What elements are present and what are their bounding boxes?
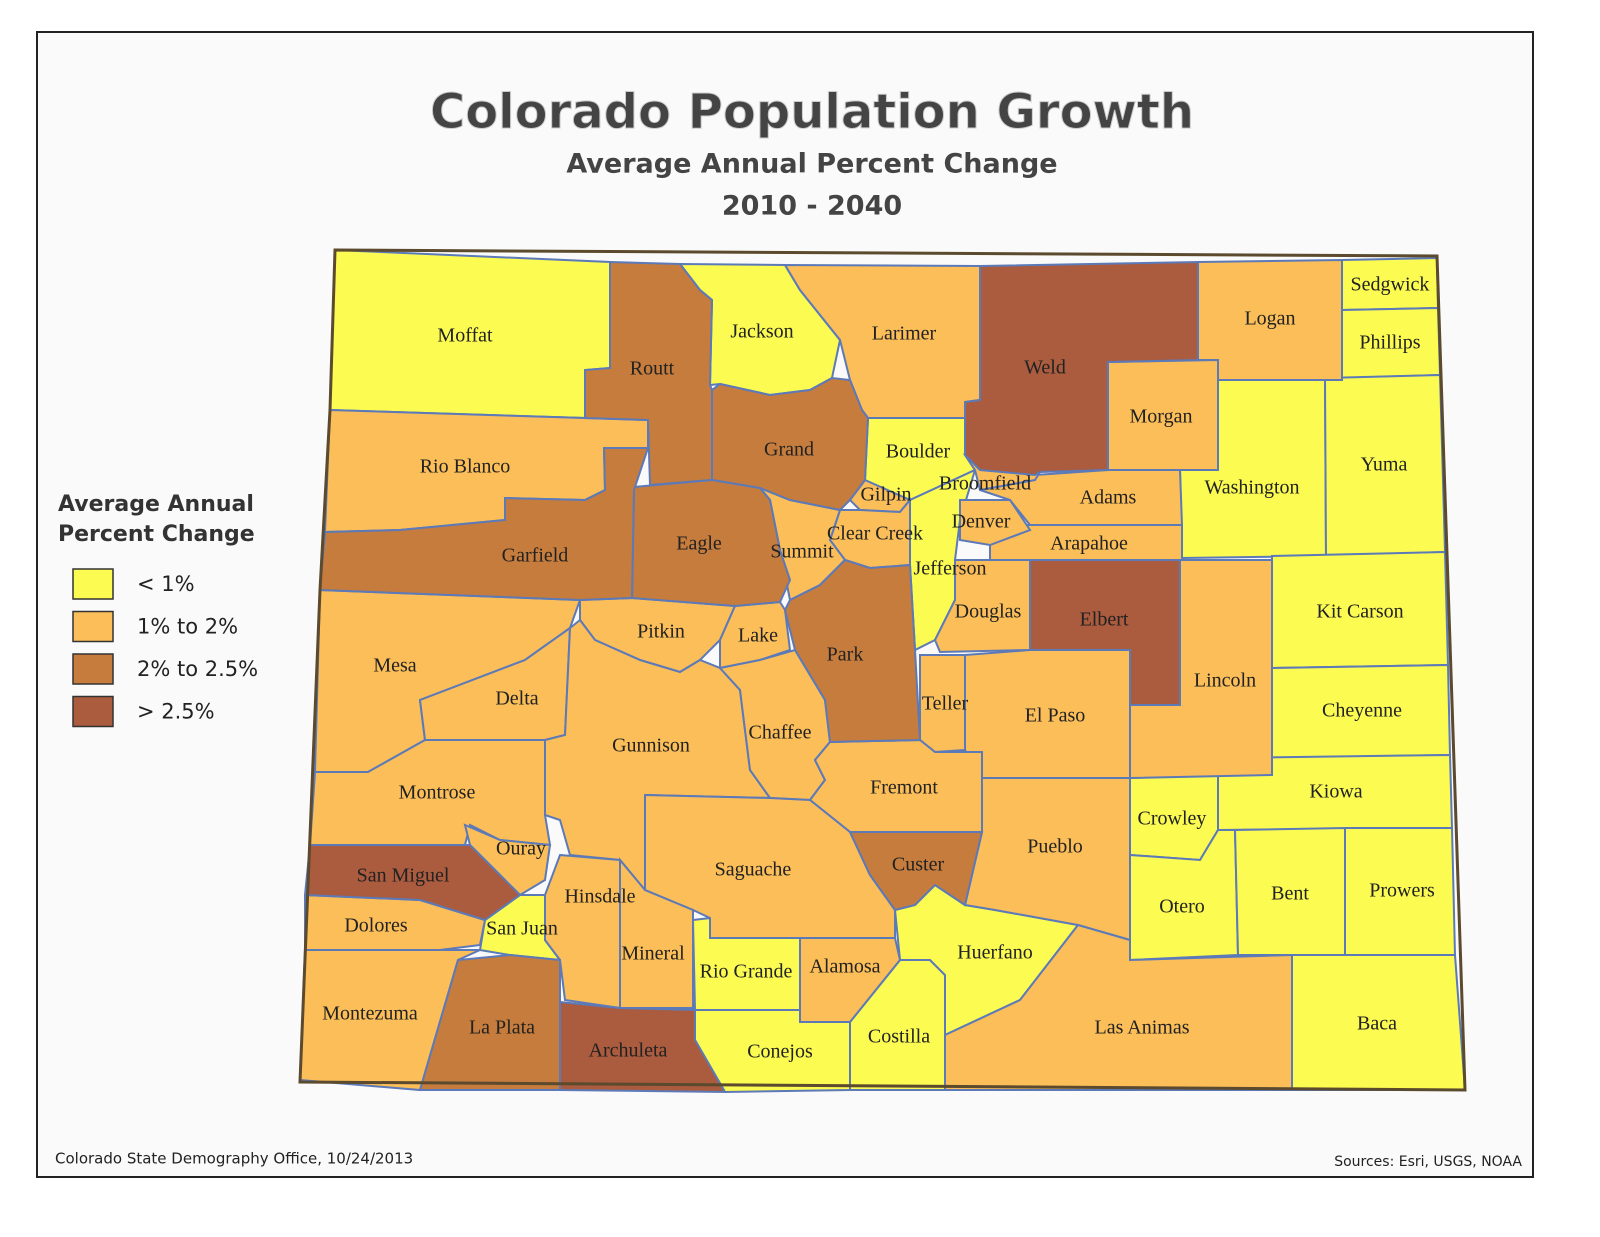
county-labels: Moffat Jackson Boulder Jefferson Sedgwick Phi… — [322, 274, 1435, 1063]
county-label: Gilpin — [860, 484, 911, 506]
county-label: Arapahoe — [1050, 533, 1128, 555]
county-label: Broomfield — [939, 473, 1031, 495]
legend-label: > 2.5% — [137, 700, 215, 724]
county-label: Mesa — [373, 655, 416, 677]
county-label: Cheyenne — [1322, 700, 1402, 722]
legend-label: 1% to 2% — [137, 615, 238, 639]
county-label: El Paso — [1025, 705, 1086, 727]
county-label: Routt — [630, 358, 675, 380]
legend-title: Average Annual Percent Change — [58, 492, 255, 547]
county-label: Conejos — [747, 1041, 813, 1063]
county-label: Washington — [1204, 477, 1299, 499]
county-label: Pitkin — [637, 621, 685, 643]
county-label: Garfield — [502, 545, 569, 567]
county-label: Custer — [892, 854, 945, 876]
legend-swatch — [72, 610, 114, 643]
county-label: San Juan — [486, 918, 558, 940]
counties — [298, 248, 1467, 1094]
county-label: Douglas — [955, 601, 1022, 623]
county — [619, 857, 694, 1009]
county-label: Sedgwick — [1351, 274, 1430, 296]
county-label: Crowley — [1138, 808, 1207, 830]
county-label: San Miguel — [357, 865, 450, 887]
county-label: Park — [827, 644, 864, 666]
county-label: La Plata — [469, 1017, 535, 1039]
county-label: Ouray — [496, 838, 546, 860]
legend-swatch — [72, 695, 114, 728]
county-label: Boulder — [886, 441, 951, 463]
county-label: Fremont — [870, 777, 938, 799]
map-subtitle: Average Annual Percent Change — [566, 149, 1057, 180]
county-label: Montrose — [399, 782, 476, 804]
county — [559, 1000, 727, 1094]
county-label: Chaffee — [749, 722, 812, 744]
county-label: Lincoln — [1194, 670, 1256, 692]
county — [711, 376, 870, 512]
county — [418, 953, 561, 1091]
legend: < 1% 1% to 2% 2% to 2.5% > 2.5% — [72, 568, 258, 728]
county-label: Teller — [922, 693, 969, 715]
county-label: Clear Creek — [827, 523, 923, 545]
county — [783, 558, 922, 744]
county-label: Otero — [1159, 896, 1205, 918]
county-label: Logan — [1244, 308, 1295, 330]
county-label: Archuleta — [589, 1040, 668, 1062]
county-label: Dolores — [344, 915, 408, 937]
county-label: Summit — [770, 541, 834, 563]
state-outline — [298, 248, 1467, 1092]
county-label: Eagle — [676, 533, 722, 555]
county — [959, 499, 1032, 547]
sources: Sources: Esri, USGS, NOAA — [1334, 1154, 1522, 1170]
county-label: Denver — [952, 511, 1011, 533]
county — [630, 478, 792, 608]
credit: Colorado State Demography Office, 10/24/… — [55, 1150, 413, 1168]
county-label: Rio Grande — [700, 961, 793, 983]
county-label: Lake — [738, 625, 778, 647]
county-label: Baca — [1357, 1013, 1397, 1035]
county-label: Las Animas — [1095, 1017, 1190, 1039]
county — [318, 447, 650, 602]
map-period: 2010 - 2040 — [722, 191, 902, 222]
legend-swatch — [72, 568, 114, 600]
county-label: Morgan — [1130, 406, 1193, 428]
county-label: Jefferson — [914, 558, 987, 580]
county — [944, 923, 1293, 1091]
county-label: Grand — [764, 439, 814, 461]
county-label: Prowers — [1369, 880, 1435, 902]
county-label: Kiowa — [1309, 781, 1362, 803]
county-label: Bent — [1271, 883, 1309, 905]
map-title: Colorado Population Growth — [430, 84, 1194, 140]
legend-swatch — [72, 653, 114, 685]
county — [799, 937, 902, 1023]
county-label: Weld — [1024, 357, 1066, 379]
county-label: Montezuma — [322, 1003, 418, 1025]
legend-label: < 1% — [137, 572, 195, 596]
county-label: Huerfano — [957, 942, 1033, 964]
county-label: Adams — [1080, 487, 1137, 509]
county-label: Pueblo — [1027, 836, 1083, 858]
legend-label: 2% to 2.5% — [137, 657, 258, 681]
county — [303, 844, 522, 922]
county-label: Saguache — [715, 859, 792, 881]
county — [964, 260, 1199, 477]
county-label: Gunnison — [612, 735, 690, 757]
county-label: Alamosa — [809, 956, 880, 978]
county-label: Kit Carson — [1316, 601, 1403, 623]
county-label: Mineral — [621, 943, 685, 965]
county-label: Larimer — [872, 323, 937, 345]
county-label: Delta — [495, 688, 538, 710]
county-label: Phillips — [1359, 332, 1420, 354]
county-label: Rio Blanco — [420, 456, 511, 478]
county-label: Moffat — [437, 325, 493, 347]
county-label: Costilla — [868, 1026, 930, 1048]
county — [1029, 559, 1181, 706]
county-label: Jackson — [730, 321, 793, 343]
county — [848, 831, 984, 912]
county-label: Elbert — [1080, 609, 1129, 631]
county — [963, 777, 1131, 942]
county-label: Yuma — [1361, 454, 1408, 476]
county-label: Hinsdale — [564, 886, 635, 908]
